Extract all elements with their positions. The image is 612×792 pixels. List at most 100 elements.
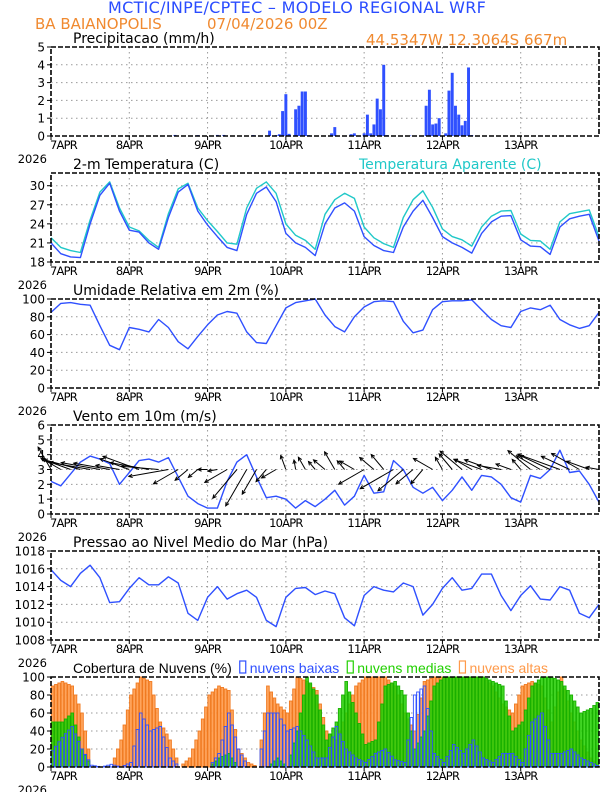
cloud-bar: [151, 729, 156, 768]
y-tick-label: 0: [37, 508, 45, 522]
year-label: 2026: [18, 278, 47, 292]
wind-arrow: [187, 469, 199, 479]
x-tick-label: 13APR: [504, 642, 538, 656]
x-tick-label: 7APR: [50, 264, 78, 278]
wind-arrow: [410, 469, 424, 485]
wind-arrow-shaft: [324, 451, 336, 470]
wind-arrow-shaft: [308, 461, 316, 470]
y-tick-label: 3: [37, 463, 45, 477]
precip-bar: [365, 114, 369, 136]
cloud-bar: [536, 715, 541, 768]
wind-arrow-head: [584, 465, 590, 470]
wind-arrow-head: [410, 479, 415, 485]
year-label: 2026: [18, 152, 47, 166]
header-location: BA BAIANOPOLIS: [35, 15, 162, 33]
cloud-legend: nuvens baixas nuvens medias nuvens altas: [239, 660, 548, 676]
x-tick-label: 9APR: [194, 390, 222, 404]
cloud-bar: [213, 688, 218, 768]
wind-arrow-shaft: [49, 461, 91, 470]
wind-arrow-head: [72, 461, 78, 466]
cloud-bar: [158, 726, 163, 768]
x-tick-label: 10APR: [269, 516, 303, 530]
wind-arrow-shaft: [255, 469, 267, 483]
cloud-bar: [360, 760, 365, 768]
y-tick-label: 40: [30, 346, 45, 360]
precip-bar: [287, 133, 291, 136]
x-tick-label: 8APR: [116, 138, 144, 152]
precip-bar: [352, 133, 356, 136]
wind-arrow-head: [255, 477, 260, 483]
wind-arrow: [212, 469, 238, 500]
legend-label: nuvens altas: [469, 660, 548, 676]
x-tick-label: 11APR: [347, 390, 381, 404]
wind-arrow-shaft: [410, 469, 424, 485]
wind-arrow-head: [120, 464, 126, 469]
wind-arrow-head: [336, 459, 342, 465]
wind-arrow-head: [187, 473, 193, 479]
wind-arrow-shaft: [585, 466, 600, 470]
precip-bar: [333, 127, 337, 136]
precip-bar: [457, 114, 461, 136]
precip-bar: [437, 118, 441, 136]
wind-arrow-head: [324, 450, 329, 456]
x-tick-label: 10APR: [269, 264, 303, 278]
wind-arrow: [358, 456, 375, 470]
cloud-bar: [439, 679, 443, 768]
cloud-bar: [592, 705, 596, 768]
precip-bar: [463, 120, 467, 136]
cloud-bar: [507, 753, 512, 768]
wind-arrow-head: [359, 485, 365, 490]
cloud-bar: [354, 757, 358, 768]
wind-arrow: [439, 450, 463, 470]
x-tick-label: 7APR: [50, 138, 78, 152]
wind-arrow-head: [37, 446, 42, 452]
wind-arrow-shaft: [507, 450, 531, 470]
wind-arrow-shaft: [370, 454, 385, 470]
cloud-bar: [191, 748, 195, 768]
wind-arrow-head: [511, 458, 517, 464]
wind-arrow: [260, 469, 277, 479]
wind-arrow-head: [516, 453, 522, 458]
x-tick-label: 7APR: [50, 516, 78, 530]
wind-arrow: [336, 459, 345, 470]
wind-arrow-head: [434, 456, 439, 462]
year-label: 2026: [18, 530, 47, 544]
wind-arrow: [255, 469, 267, 483]
wind-arrow-head: [60, 461, 66, 466]
y-tick-label: 100: [22, 293, 45, 307]
cloud-bar: [262, 730, 267, 768]
x-tick-label: 9APR: [194, 516, 222, 530]
wind-arrow-shaft: [261, 469, 277, 479]
y-tick-label: 1: [37, 493, 45, 507]
year-label: 2026: [18, 656, 47, 670]
cloud-bar: [204, 706, 208, 768]
wind-arrow-shaft: [212, 469, 238, 499]
wind-arrow: [225, 469, 248, 507]
wind-arrow: [48, 460, 91, 470]
y-tick-label: 5: [37, 41, 45, 55]
wind-arrow-head: [438, 452, 443, 458]
cloud-bar: [200, 718, 205, 768]
y-tick-label: 1012: [14, 598, 45, 612]
wind-arrow-shaft: [128, 469, 169, 477]
wind-arrow-head: [507, 449, 512, 455]
wind-arrow: [206, 468, 218, 473]
wind-arrow-head: [338, 460, 344, 465]
wind-arrow: [370, 453, 385, 470]
wind-arrow-shaft: [551, 453, 580, 470]
cloud-bar: [500, 753, 505, 768]
precip-bar: [330, 133, 333, 136]
cloud-bar: [367, 759, 371, 768]
cloud-bar: [484, 678, 489, 768]
x-tick-label: 13APR: [504, 516, 538, 530]
y-tick-label: 60: [30, 328, 45, 342]
cloud-bar: [347, 751, 352, 768]
wind-arrow-shaft: [439, 450, 463, 470]
x-tick-label: 7APR: [50, 390, 78, 404]
x-tick-label: 9APR: [194, 138, 222, 152]
y-tick-label: 1010: [14, 616, 45, 630]
apparent-temp-line: [50, 181, 600, 254]
cloud-bar: [494, 759, 499, 768]
cloud-bar: [396, 760, 401, 768]
